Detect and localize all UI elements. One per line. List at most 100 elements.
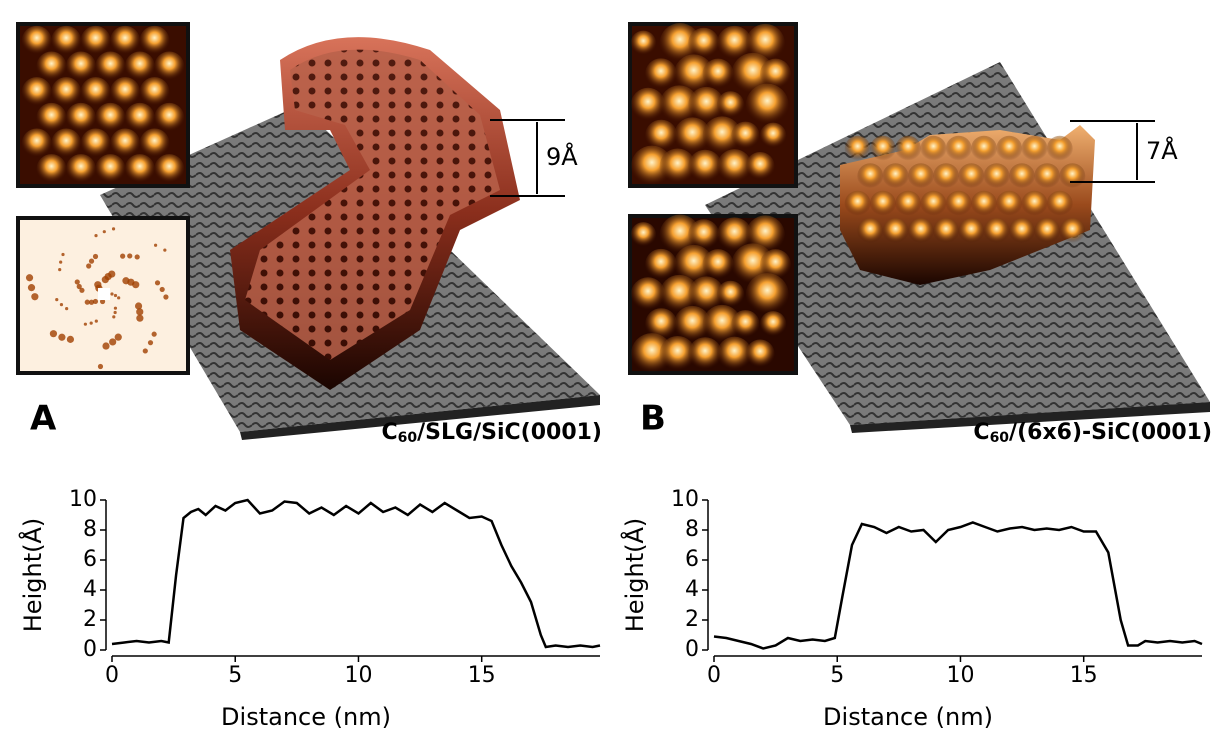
dot [125, 52, 155, 82]
dot [51, 26, 81, 56]
dot [688, 150, 722, 184]
dot [1059, 218, 1085, 244]
dot [946, 136, 972, 162]
y-tick-label: 8 [685, 517, 699, 542]
step-label: 7Å [1146, 136, 1178, 165]
fft-spot [98, 364, 103, 369]
fft-spot [103, 230, 106, 233]
figure: 9Å A C60/SLG/SiC(0001) 7Å B C60/(6x6)-Si… [0, 0, 1223, 733]
dot [1021, 136, 1047, 162]
y-tick-label: 8 [83, 517, 97, 542]
dot [857, 218, 883, 244]
dot [908, 218, 934, 244]
dot [66, 154, 96, 184]
y-tick-label: 4 [685, 577, 699, 602]
dot [688, 337, 722, 371]
dot [631, 222, 657, 248]
fft-spot [67, 336, 74, 343]
x-tick-label: 10 [946, 663, 974, 688]
dot [895, 191, 921, 217]
x-tick-label: 15 [468, 663, 496, 688]
y-tick-label: 10 [671, 487, 699, 512]
inset-dots [631, 215, 791, 376]
fft-spot [112, 227, 115, 230]
fft-spot [154, 244, 157, 247]
x-tick-label: 15 [1070, 663, 1098, 688]
fft-spot [94, 234, 97, 237]
profile-line [714, 523, 1202, 649]
dot [746, 84, 789, 127]
fft-spot [59, 261, 62, 264]
caption-text: /(6x6)-SiC(0001) [1009, 420, 1212, 445]
fft-spot [61, 253, 64, 256]
dot [1059, 163, 1085, 189]
dot [22, 26, 52, 56]
dot [36, 52, 66, 82]
panel-label: B [640, 399, 666, 439]
dot [22, 129, 52, 159]
x-axis-label: Distance (nm) [823, 703, 993, 731]
x-axis-label: Distance (nm) [221, 703, 391, 731]
dot [645, 249, 677, 281]
dot [845, 191, 871, 217]
dot [1009, 163, 1035, 189]
dot [66, 52, 96, 82]
caption-subscript: 60 [398, 430, 418, 446]
y-tick-label: 6 [83, 547, 97, 572]
fft-spot [77, 284, 82, 289]
fft-spot [114, 307, 117, 310]
fft-spot [136, 315, 143, 322]
dot [984, 163, 1010, 189]
dot [920, 136, 946, 162]
step-label: 9Å [546, 142, 578, 171]
fft-spot [115, 334, 122, 341]
dot [95, 103, 125, 133]
dot [1047, 191, 1073, 217]
x-tick-label: 5 [228, 663, 242, 688]
inset-dots [22, 26, 185, 184]
dot [22, 77, 52, 107]
dot [154, 52, 184, 82]
dot [870, 191, 896, 217]
profile-line [112, 500, 600, 647]
dot [760, 311, 786, 337]
fft-spot [55, 298, 58, 301]
dot [51, 77, 81, 107]
dot [958, 163, 984, 189]
fft-spot [85, 300, 90, 305]
caption-text: C [973, 420, 989, 445]
dot [971, 136, 997, 162]
fft-spot [31, 293, 38, 300]
fft-spot [163, 249, 166, 252]
fft-spot [60, 303, 63, 306]
fft-spot [84, 323, 87, 326]
dot [933, 218, 959, 244]
fft-spot [94, 281, 101, 288]
dot [688, 28, 719, 59]
dot [845, 136, 871, 162]
fft-spot [28, 284, 35, 291]
dot [746, 152, 775, 181]
dot [1047, 136, 1073, 162]
x-tick-label: 10 [344, 663, 372, 688]
fft-spot [65, 307, 68, 310]
y-tick-label: 10 [69, 487, 97, 512]
y-axis-label: Height(Å) [18, 518, 47, 632]
dot [110, 129, 140, 159]
fft-spot [148, 340, 153, 345]
x-tick-label: 0 [707, 663, 721, 688]
fft-spot [152, 332, 157, 337]
fft-spot [89, 259, 94, 264]
caption-text: /SLG/SiC(0001) [417, 420, 602, 445]
fft-spot [114, 294, 117, 297]
dot [870, 136, 896, 162]
dot [717, 281, 744, 308]
dot [731, 310, 759, 338]
fft-spot [109, 338, 116, 345]
dot [883, 218, 909, 244]
fft-spot [108, 270, 115, 277]
dot [125, 154, 155, 184]
fft-spot [112, 315, 115, 318]
fft-spot [95, 320, 98, 323]
dot [140, 26, 170, 56]
